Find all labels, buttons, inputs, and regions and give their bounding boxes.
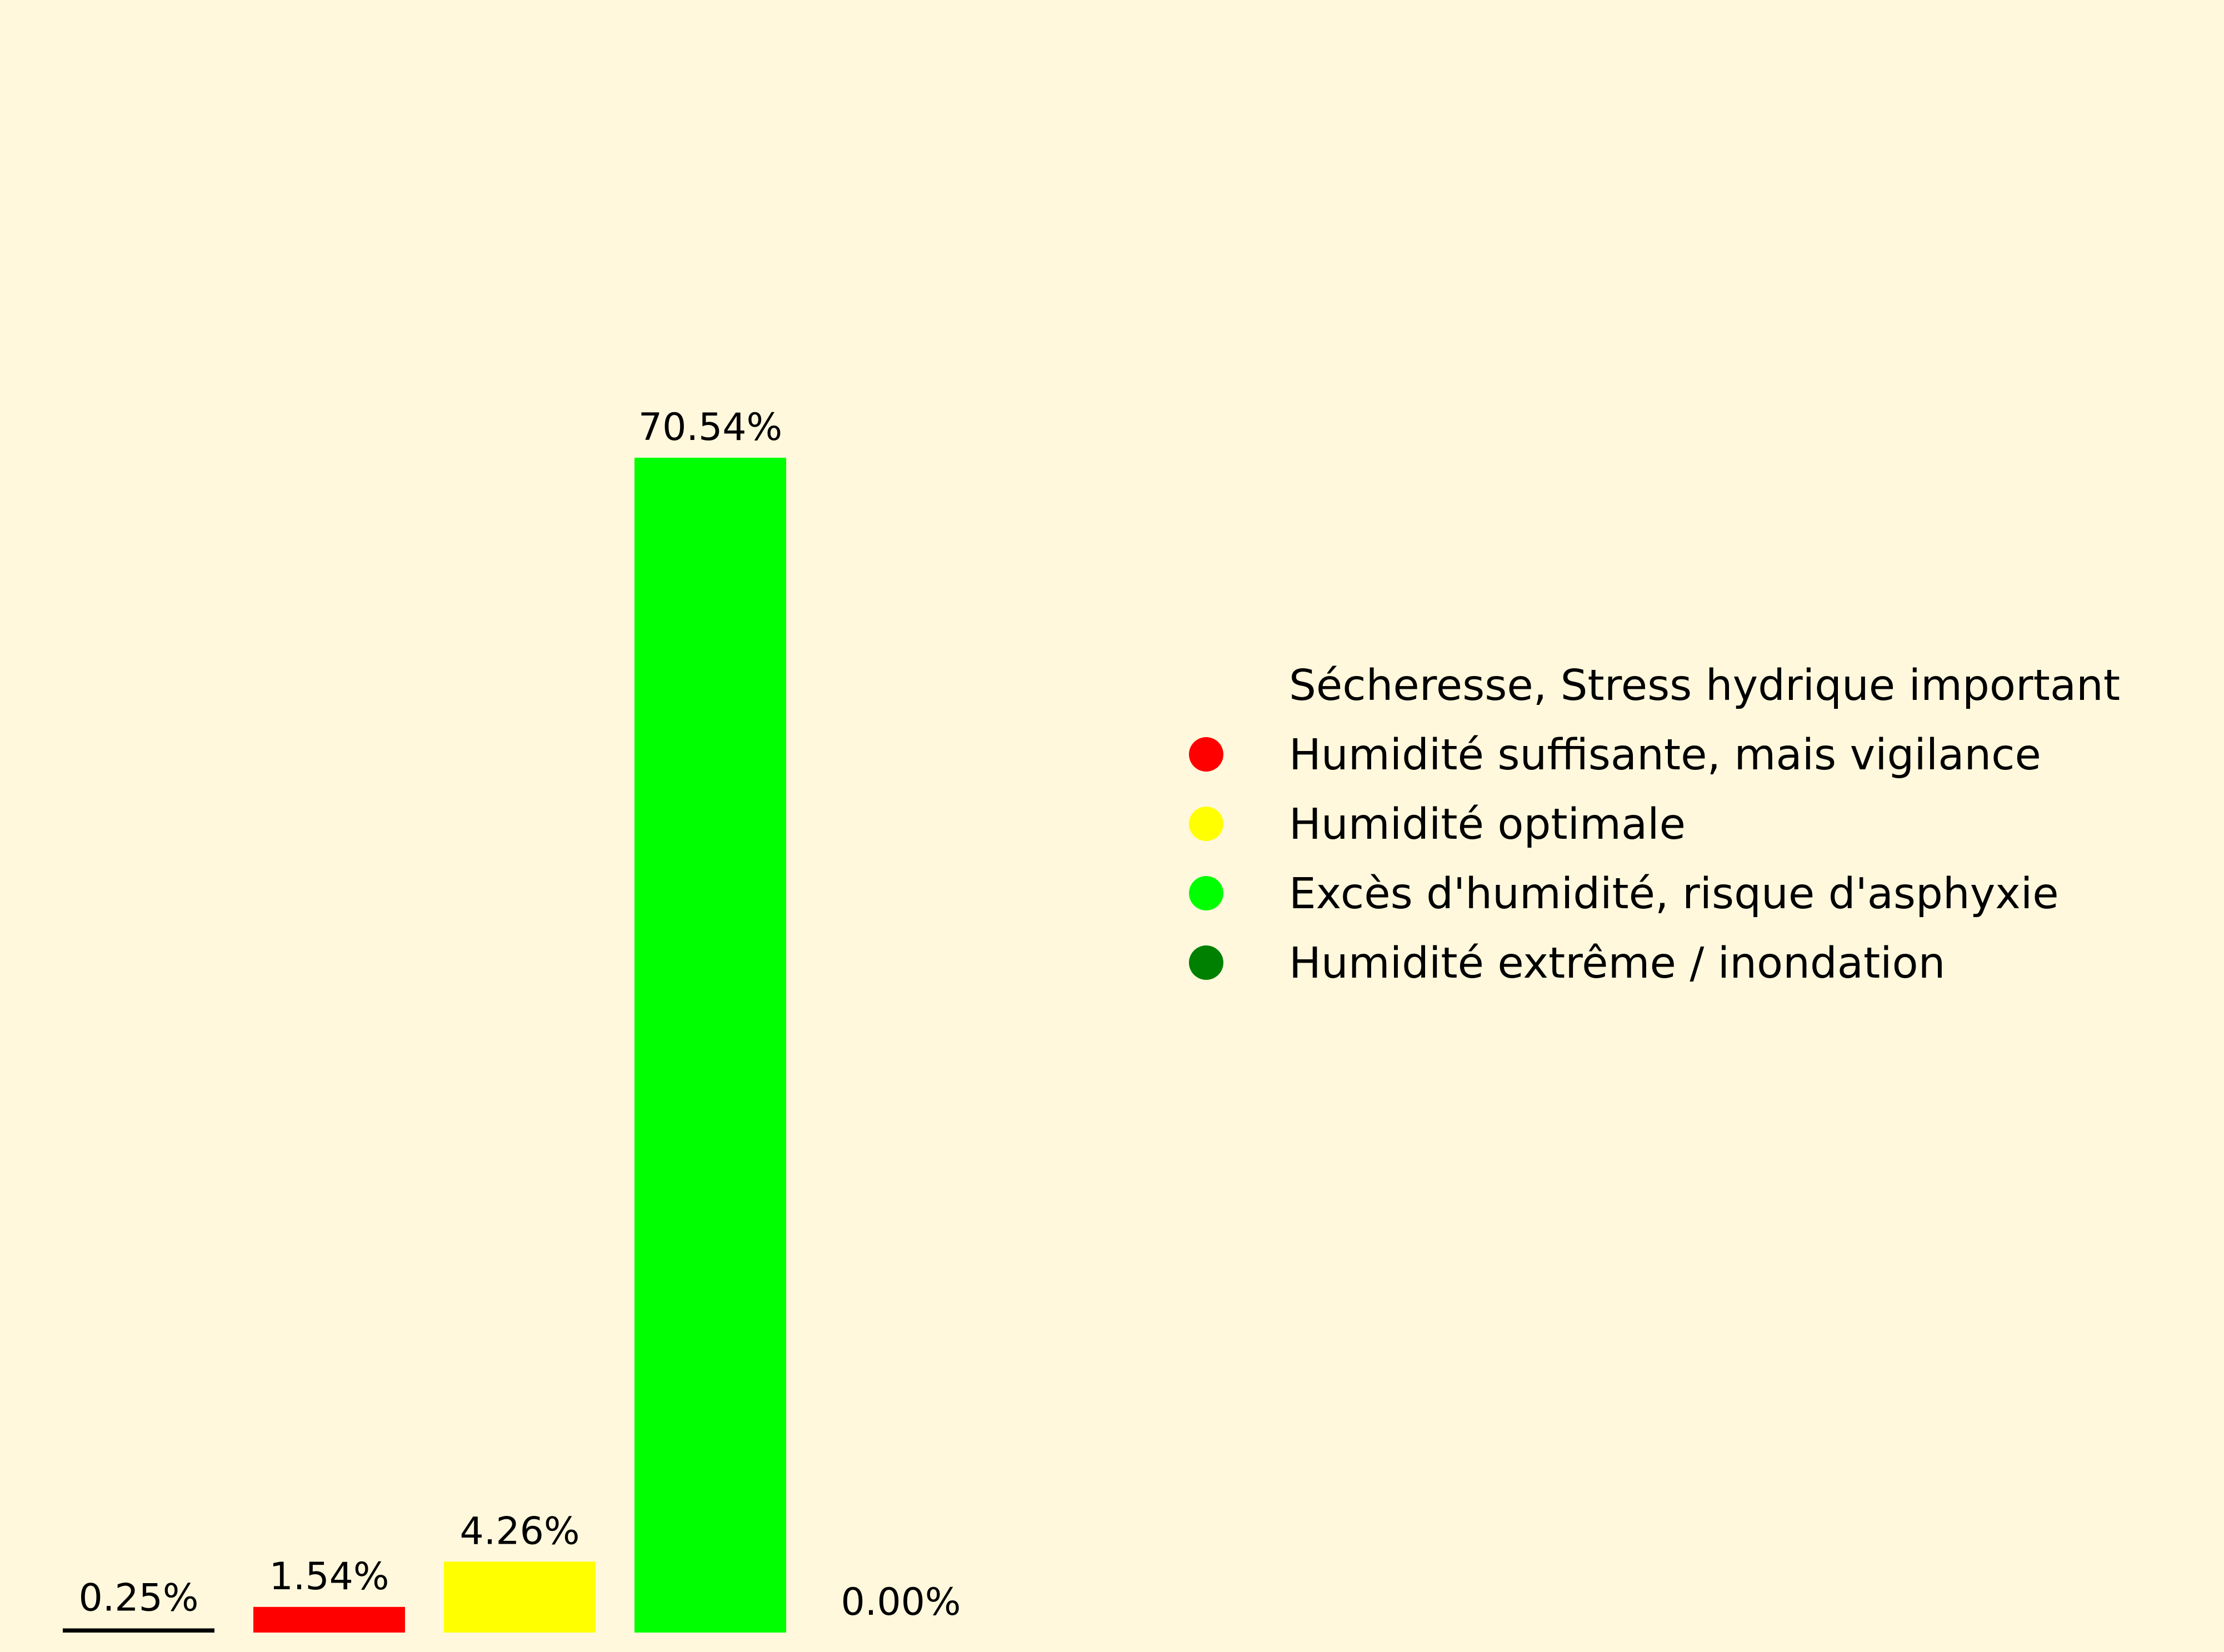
bar-2 xyxy=(253,1606,405,1633)
bar-value-label-3: 4.26% xyxy=(459,1509,579,1553)
bar-value-label-2: 1.54% xyxy=(269,1555,389,1599)
bar-value-label-5: 0.00% xyxy=(841,1580,961,1624)
legend-label-1: Sécheresse, Stress hydrique important xyxy=(1289,661,2120,710)
bar-4 xyxy=(634,458,786,1633)
bar-value-label-4: 70.54% xyxy=(638,406,782,449)
bar-value-label-1: 0.25% xyxy=(78,1576,198,1620)
bar-1 xyxy=(63,1628,214,1633)
legend-label-3: Humidité optimale xyxy=(1289,800,1686,849)
legend-label-5: Humidité extrême / inondation xyxy=(1289,939,1945,988)
legend-label-4: Excès d'humidité, risque d'asphyxie xyxy=(1289,869,2059,919)
legend-marker-4 xyxy=(1189,876,1223,910)
bar-3 xyxy=(444,1561,596,1633)
legend: Sécheresse, Stress hydrique important Hum… xyxy=(1189,661,2120,988)
legend-marker-3 xyxy=(1189,807,1223,841)
legend-marker-2 xyxy=(1189,737,1223,772)
legend-label-2: Humidité suffisante, mais vigilance xyxy=(1289,730,2041,780)
legend-marker-5 xyxy=(1189,945,1223,980)
legend-marker-1 xyxy=(1189,668,1223,702)
